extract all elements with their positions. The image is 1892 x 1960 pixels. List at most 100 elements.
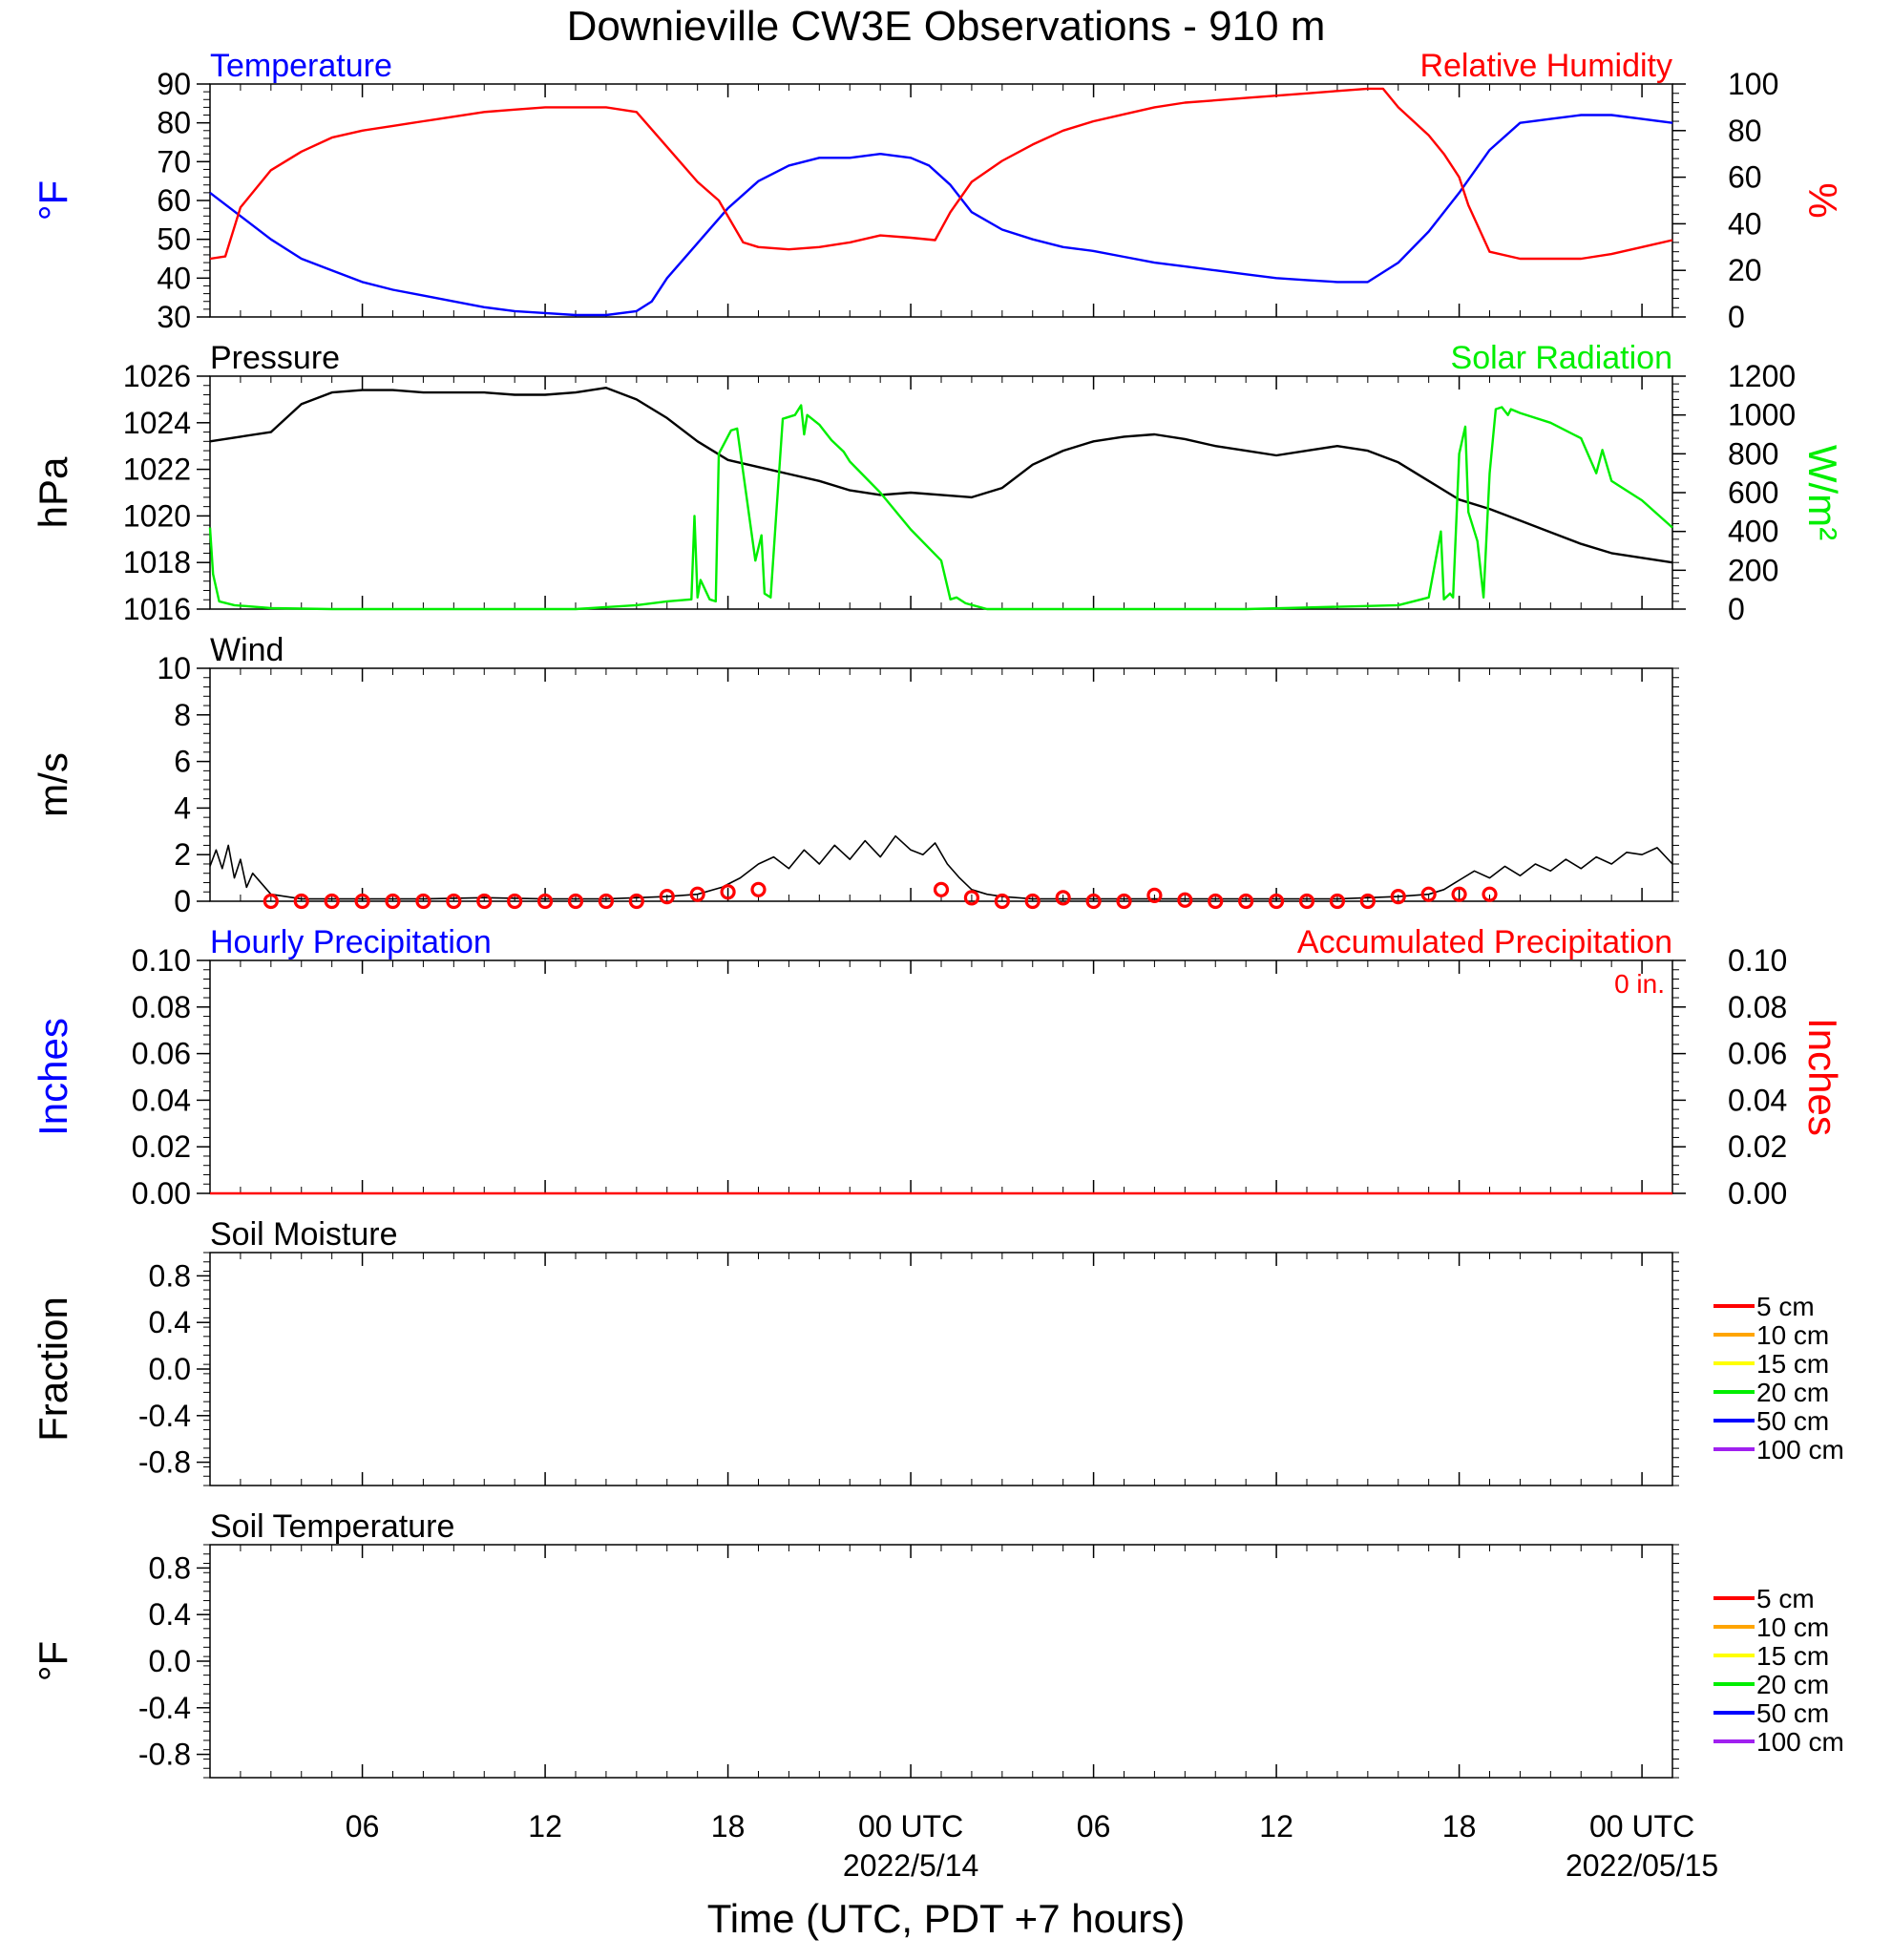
plot-frame [209, 1252, 1673, 1486]
panel-title: Soil Temperature [210, 1508, 454, 1545]
y-right-tick-label: 100 [1728, 67, 1778, 101]
series-hourly-wind-markers [263, 881, 1498, 910]
wind-marker [659, 889, 675, 905]
panel-temperature-rh: 30 40 50 60 70 80 90 0 20 40 60 80 100 Temperature Rel… [31, 48, 1845, 334]
wind-marker [1208, 893, 1224, 910]
wind-marker [385, 893, 401, 910]
y-tick-label: 80 [157, 106, 191, 140]
figure-title: Downieville CW3E Observations - 910 m [567, 3, 1326, 50]
wind-marker [963, 890, 980, 906]
wind-marker [689, 886, 705, 902]
series-temperature [209, 114, 1673, 317]
plot-frame [209, 959, 1673, 1194]
y-right-tick-label: 0.06 [1728, 1037, 1787, 1071]
wind-marker [720, 884, 736, 900]
y-tick-label: 0.0 [149, 1352, 191, 1386]
legend-label: 20 cm [1756, 1378, 1829, 1407]
y-tick-label: 1026 [123, 359, 191, 393]
y-axis-label: m/s [31, 752, 75, 817]
x-tick-label: 12 [528, 1809, 562, 1844]
y-right-tick-label: 20 [1728, 253, 1762, 287]
wind-marker [1359, 893, 1376, 910]
wind-marker [994, 893, 1010, 910]
wind-marker [536, 893, 554, 910]
panel-pressure-solar: 1016 1018 1020 1022 1024 1026 0 200 400 600 800 100… [31, 340, 1845, 626]
wind-marker [1055, 890, 1071, 906]
x-tick-label: 00 UTC [858, 1809, 963, 1844]
legend-label: 20 cm [1756, 1670, 1829, 1699]
panel-title-right: Accumulated Precipitation [1297, 924, 1672, 960]
wind-marker [750, 881, 767, 897]
panel-title: Pressure [210, 340, 340, 376]
y-right-tick-label: 0.02 [1728, 1129, 1787, 1164]
panel-precipitation: 0.00 0.02 0.04 0.06 0.08 0.10 0.00 0.02 0.04 0.06… [31, 924, 1845, 1211]
panel-soil-moisture: -0.8 -0.4 0.0 0.4 0.8 Soil Moisture Fraction 5 … [31, 1216, 1844, 1486]
panel-title-right: Solar Radiation [1451, 340, 1672, 376]
series-relative-humidity [209, 87, 1673, 261]
y-tick-label: 1024 [123, 406, 191, 440]
panel-title: Hourly Precipitation [210, 924, 492, 960]
wind-marker [1177, 892, 1193, 908]
y-right-tick-label: 0 [1728, 300, 1745, 334]
y-tick-label: 0.06 [132, 1037, 191, 1071]
legend-label: 10 cm [1756, 1320, 1829, 1350]
y-tick-label: -0.8 [138, 1445, 191, 1480]
y-tick-label: -0.4 [138, 1691, 191, 1725]
legend-label: 15 cm [1756, 1641, 1829, 1671]
wind-marker [354, 893, 370, 910]
x-tick-label: 18 [711, 1809, 746, 1844]
y-right-tick-label: 1200 [1728, 359, 1796, 393]
y-right-tick-label: 80 [1728, 114, 1762, 148]
wind-marker [1116, 893, 1132, 910]
y-axis-label-right: Inches [1800, 1018, 1845, 1136]
panel-title: Temperature [210, 48, 392, 84]
y-tick-label: 0.4 [149, 1305, 191, 1339]
wind-marker [1329, 893, 1346, 910]
wind-marker [567, 893, 584, 910]
wind-marker [1268, 893, 1285, 910]
wind-marker [1420, 886, 1437, 902]
y-tick-label: -0.8 [138, 1738, 191, 1772]
y-tick-label: 1020 [123, 498, 191, 533]
y-tick-label: 0.8 [149, 1550, 191, 1585]
wind-marker [1238, 893, 1254, 910]
series-solar-radiation [208, 404, 1673, 611]
x-tick-date: 2022/5/14 [843, 1848, 978, 1883]
y-tick-label: 0.8 [149, 1258, 191, 1293]
y-right-tick-label: 60 [1728, 160, 1762, 195]
y-tick-label: 8 [174, 698, 191, 732]
y-tick-label: 6 [174, 745, 191, 779]
y-tick-label: 0.10 [132, 943, 191, 978]
legend-label: 50 cm [1756, 1698, 1829, 1728]
y-right-tick-label: 0.00 [1728, 1176, 1787, 1211]
x-tick-label: 00 UTC [1589, 1809, 1694, 1844]
y-tick-label: 0.08 [132, 990, 191, 1024]
wind-marker [628, 893, 644, 910]
plot-frame [209, 667, 1673, 902]
series-wind [209, 834, 1673, 900]
x-tick-label: 18 [1442, 1809, 1477, 1844]
legend-label: 10 cm [1756, 1612, 1829, 1642]
series-pressure [209, 387, 1673, 564]
y-tick-label: 1022 [123, 453, 191, 487]
y-tick-label: 0.4 [149, 1597, 191, 1632]
y-right-tick-label: 0.10 [1728, 943, 1787, 978]
wind-marker [1482, 886, 1498, 902]
y-tick-label: 1018 [123, 545, 191, 580]
legend-label: 100 cm [1756, 1727, 1844, 1757]
y-axis-label-right: % [1800, 182, 1845, 218]
wind-marker [1298, 893, 1315, 910]
y-tick-label: 4 [174, 790, 191, 825]
legend-label: 5 cm [1756, 1292, 1815, 1321]
y-tick-label: 70 [157, 144, 191, 179]
y-tick-label: 2 [174, 837, 191, 872]
x-tick-label: 12 [1259, 1809, 1293, 1844]
y-right-tick-label: 600 [1728, 475, 1778, 510]
y-tick-label: 0 [174, 884, 191, 918]
wind-marker [933, 881, 950, 897]
wind-marker [507, 893, 523, 910]
plot-frame [209, 1544, 1673, 1779]
panel-title: Soil Moisture [210, 1216, 398, 1253]
